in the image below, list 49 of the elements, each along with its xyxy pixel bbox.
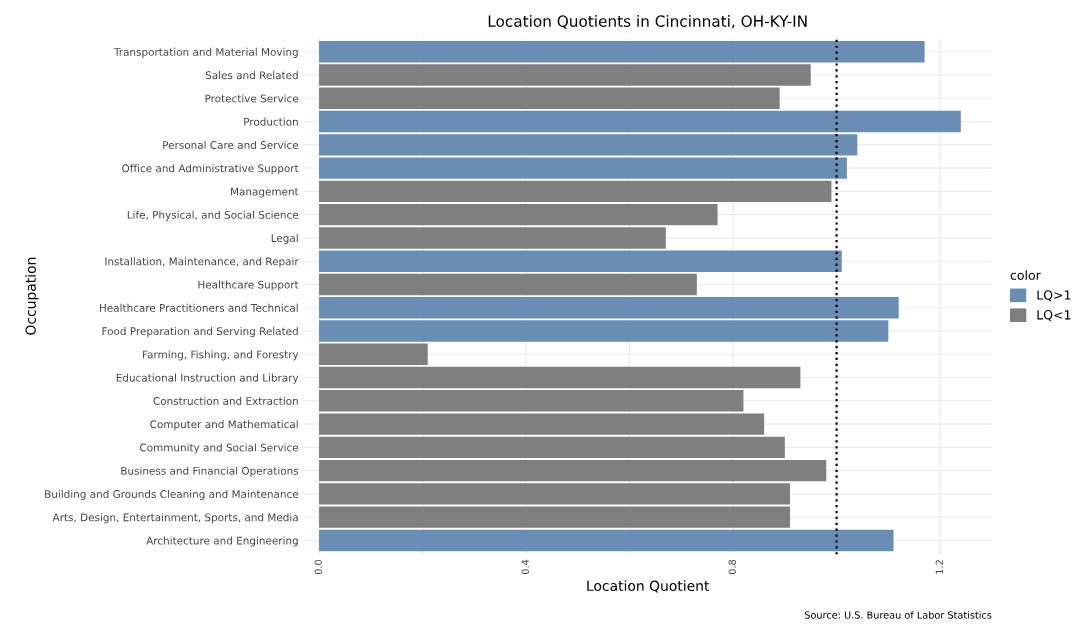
y-tick-label: Office and Administrative Support bbox=[122, 164, 299, 175]
y-tick-label: Farming, Fishing, and Forestry bbox=[143, 350, 299, 361]
y-tick-label: Life, Physical, and Social Science bbox=[127, 210, 299, 221]
chart-title: Location Quotients in Cincinnati, OH-KY-IN bbox=[488, 15, 807, 29]
y-tick-label: Healthcare Support bbox=[198, 280, 299, 291]
y-tick-label: Installation, Maintenance, and Repair bbox=[105, 257, 299, 268]
y-tick-label: Healthcare Practitioners and Technical bbox=[100, 303, 298, 312]
x-tick-label: 1.2 bbox=[935, 560, 943, 574]
bar bbox=[319, 366, 801, 389]
bar bbox=[319, 64, 811, 86]
x-axis-title: Location Quotient bbox=[587, 580, 710, 593]
y-tick-label: Protective Service bbox=[205, 94, 299, 103]
y-tick-label: Building and Grounds Cleaning and Maintenance bbox=[45, 489, 299, 501]
y-tick-label: Legal bbox=[271, 233, 298, 245]
bar bbox=[319, 203, 718, 226]
bar bbox=[319, 41, 925, 63]
y-tick-label: Construction and Extraction bbox=[153, 396, 298, 405]
bar bbox=[319, 343, 428, 365]
y-tick-label: Production bbox=[244, 117, 298, 126]
bar bbox=[319, 436, 785, 459]
x-tick-label: 0.8 bbox=[728, 559, 736, 575]
y-tick-label: Sales and Related bbox=[205, 71, 298, 80]
y-tick-label: Arts, Design, Entertainment, Sports, and Media bbox=[52, 513, 298, 524]
bar bbox=[319, 297, 899, 319]
bar bbox=[319, 87, 780, 110]
y-tick-label: Architecture and Engineering bbox=[146, 536, 298, 547]
bar bbox=[319, 529, 894, 552]
bar bbox=[319, 320, 889, 342]
source-note: Source: U.S. Bureau of Labor Statistics bbox=[804, 611, 992, 619]
bar bbox=[319, 180, 832, 203]
y-tick-label: Transportation and Material Moving bbox=[113, 47, 298, 58]
x-tick-label: 0.4 bbox=[521, 559, 529, 575]
bar bbox=[319, 273, 697, 296]
bar bbox=[319, 250, 842, 272]
y-tick-label: Food Preparation and Serving Related bbox=[102, 327, 298, 338]
bar bbox=[319, 459, 827, 482]
bar bbox=[319, 110, 961, 133]
y-tick-label: Management bbox=[231, 187, 299, 198]
y-tick-label: Community and Social Service bbox=[140, 443, 299, 454]
y-tick-label: Educational Instruction and Library bbox=[116, 373, 299, 384]
legend-label: LQ>1 bbox=[1037, 290, 1071, 302]
y-axis-title: Occupation bbox=[25, 257, 39, 335]
x-tick-label: 0.0 bbox=[314, 559, 322, 575]
y-tick-label: Computer and Mathematical bbox=[150, 420, 298, 431]
y-tick-label: Personal Care and Service bbox=[163, 140, 299, 149]
legend-label: LQ<1 bbox=[1037, 310, 1071, 322]
y-tick-label: Business and Financial Operations bbox=[121, 466, 299, 477]
legend-title: color bbox=[1010, 270, 1041, 280]
bar bbox=[319, 227, 666, 249]
